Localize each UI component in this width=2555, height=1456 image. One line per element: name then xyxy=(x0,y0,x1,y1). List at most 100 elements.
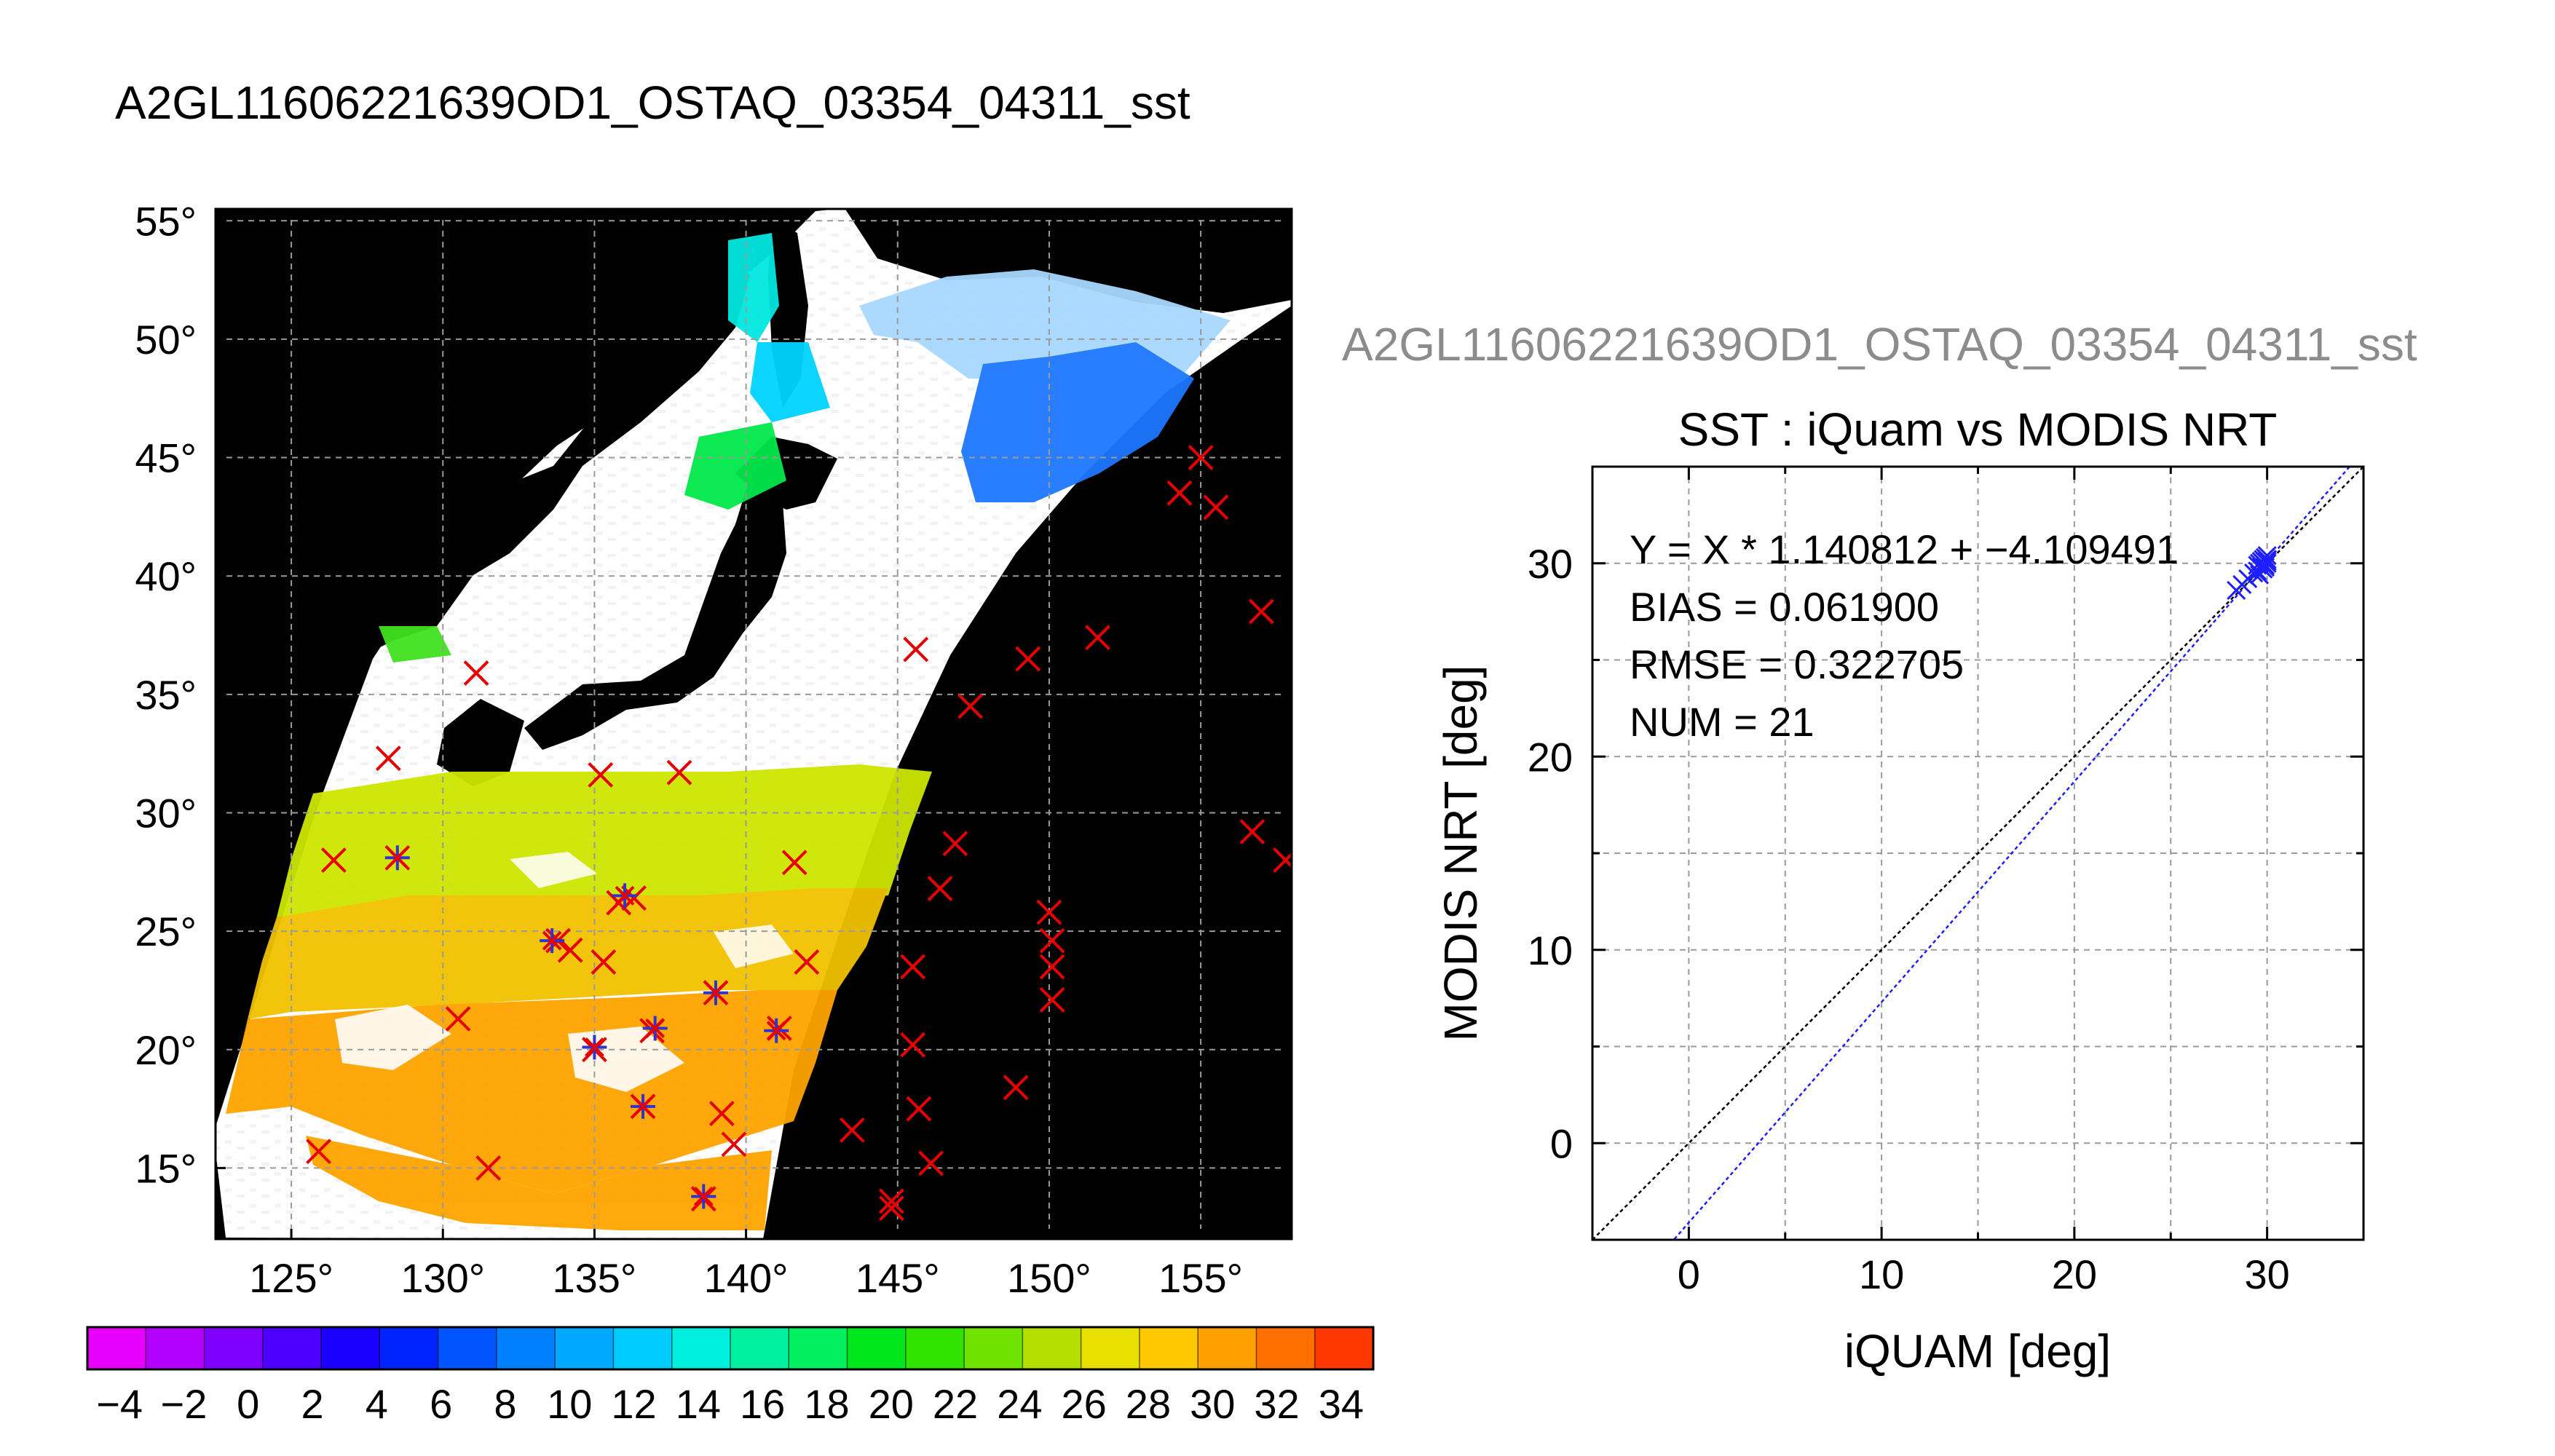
map-lon-label: 150° xyxy=(1007,1255,1091,1301)
regression-line xyxy=(1673,467,2351,1240)
match-marker xyxy=(1085,625,1110,651)
scatter-xtick-label: 20 xyxy=(2052,1251,2097,1297)
colorbar-tick-label: 4 xyxy=(366,1381,388,1427)
match-marker xyxy=(1015,646,1041,672)
stats-equation: Y = X * 1.140812 + −4.109491 xyxy=(1630,526,2179,572)
match-marker xyxy=(591,949,617,975)
colorbar-swatch xyxy=(1256,1327,1316,1369)
match-marker-stroke xyxy=(1015,646,1041,672)
match-marker-stroke xyxy=(588,762,614,788)
match-marker-stroke xyxy=(721,1131,747,1158)
used-marker xyxy=(582,1034,607,1060)
used-marker-stroke xyxy=(693,1187,714,1206)
colorbar-swatch xyxy=(613,1327,673,1369)
match-marker xyxy=(906,1096,932,1122)
match-marker-stroke xyxy=(666,759,692,786)
scatter-point xyxy=(2255,557,2275,577)
colorbar-swatch xyxy=(262,1327,322,1369)
scatter-point xyxy=(2257,552,2277,571)
match-marker xyxy=(1039,987,1065,1013)
scatter-ytick-label: 30 xyxy=(1528,541,1573,587)
match-marker xyxy=(957,693,984,719)
match-marker xyxy=(1239,819,1265,844)
colorbar-tick-label: 18 xyxy=(804,1381,849,1427)
colorbar-tick-label: 12 xyxy=(611,1381,656,1427)
match-marker-stroke xyxy=(927,876,953,901)
colorbar-swatch xyxy=(905,1327,965,1369)
match-marker-stroke xyxy=(900,954,925,980)
colorbar-swatch xyxy=(379,1327,439,1369)
map-markers xyxy=(306,445,1292,1222)
match-marker-stroke xyxy=(1003,1075,1029,1101)
colorbar-swatch xyxy=(146,1327,205,1369)
match-marker xyxy=(918,1150,944,1176)
scatter-ytick-label: 0 xyxy=(1550,1120,1573,1166)
match-marker-stroke xyxy=(903,636,929,662)
used-marker-stroke xyxy=(706,983,726,1003)
colorbar-tick-label: 22 xyxy=(933,1381,978,1427)
colorbar-swatch xyxy=(555,1327,615,1369)
stats-rmse: RMSE = 0.322705 xyxy=(1630,641,1964,687)
map-grid xyxy=(216,209,1292,1239)
colorbar-tick-label: −4 xyxy=(96,1381,143,1427)
stats-bias: BIAS = 0.061900 xyxy=(1630,584,1939,630)
match-marker-stroke xyxy=(839,1117,865,1143)
scatter-xtick-label: 0 xyxy=(1678,1251,1700,1297)
map-lat-label: 50° xyxy=(135,317,197,363)
match-marker-stroke xyxy=(1036,899,1062,925)
used-marker-stroke xyxy=(585,1037,604,1057)
scatter-supertitle: A2GL11606221639OD1_OSTAQ_03354_04311_sst xyxy=(1342,318,2417,371)
colorbar-tick-label: 24 xyxy=(997,1381,1042,1427)
used-marker xyxy=(642,1016,668,1041)
map-frame xyxy=(214,207,1293,1241)
colorbar-tick-label: 0 xyxy=(237,1381,259,1427)
match-marker-stroke xyxy=(900,1032,925,1058)
match-marker-stroke xyxy=(1039,954,1065,980)
colorbar-swatch xyxy=(496,1327,556,1369)
match-marker-stroke xyxy=(794,949,820,975)
colorbar-swatches xyxy=(87,1327,1374,1369)
match-marker xyxy=(1003,1075,1029,1101)
map-lat-label: 30° xyxy=(135,790,197,836)
map-lat-label: 40° xyxy=(135,553,197,599)
used-marker xyxy=(384,845,410,871)
match-marker-stroke xyxy=(320,847,347,873)
match-marker-stroke xyxy=(557,937,583,963)
map-lon-label: 140° xyxy=(704,1255,789,1301)
stats-num: NUM = 21 xyxy=(1630,699,1814,745)
map-lon-label: 155° xyxy=(1158,1255,1243,1301)
map-axis-ticks xyxy=(216,209,1292,1239)
match-marker xyxy=(900,954,925,980)
used-marker xyxy=(631,1093,656,1119)
scatter-xtick-label: 30 xyxy=(2244,1251,2289,1297)
match-marker xyxy=(1203,494,1229,521)
colorbar-swatch xyxy=(671,1327,731,1369)
colorbar-swatch xyxy=(1139,1327,1198,1369)
match-marker-stroke xyxy=(1273,852,1292,873)
colorbar: −4 −2 0 2 4 6 8 10 12 14 16 18 20 22 24 26 28 30 32 34 xyxy=(86,1326,1375,1427)
map-lat-label: 45° xyxy=(135,435,197,481)
map-lat-label: 35° xyxy=(135,672,197,718)
colorbar-swatch xyxy=(204,1327,264,1369)
sst-map: 125° 130° 135° 140° 145° 150° 155° 55° 50° 45° 40°… xyxy=(135,198,1293,1301)
identity-line xyxy=(1592,467,2364,1240)
match-marker-stroke xyxy=(879,1195,904,1222)
colorbar-tick-label: −2 xyxy=(161,1381,208,1427)
colorbar-swatch xyxy=(1314,1327,1374,1369)
match-marker-stroke xyxy=(879,1188,904,1214)
match-marker xyxy=(794,949,820,975)
match-marker xyxy=(781,850,807,876)
colorbar-swatch xyxy=(964,1327,1023,1369)
colorbar-tick-label: 6 xyxy=(430,1381,452,1427)
colorbar-tick-label: 8 xyxy=(494,1381,516,1427)
match-marker-stroke xyxy=(1248,598,1274,625)
match-marker-stroke xyxy=(918,1150,944,1176)
land-korea-china xyxy=(342,218,750,655)
match-marker xyxy=(1248,598,1274,625)
match-marker xyxy=(1039,954,1065,980)
scatter-point-stroke xyxy=(2249,565,2270,585)
match-marker xyxy=(557,937,583,963)
scatter-xtick-label: 10 xyxy=(1859,1251,1904,1297)
scatter-stats: Y = X * 1.140812 + −4.109491 BIAS = 0.06… xyxy=(1630,526,2179,745)
scatter-point xyxy=(2254,553,2273,573)
